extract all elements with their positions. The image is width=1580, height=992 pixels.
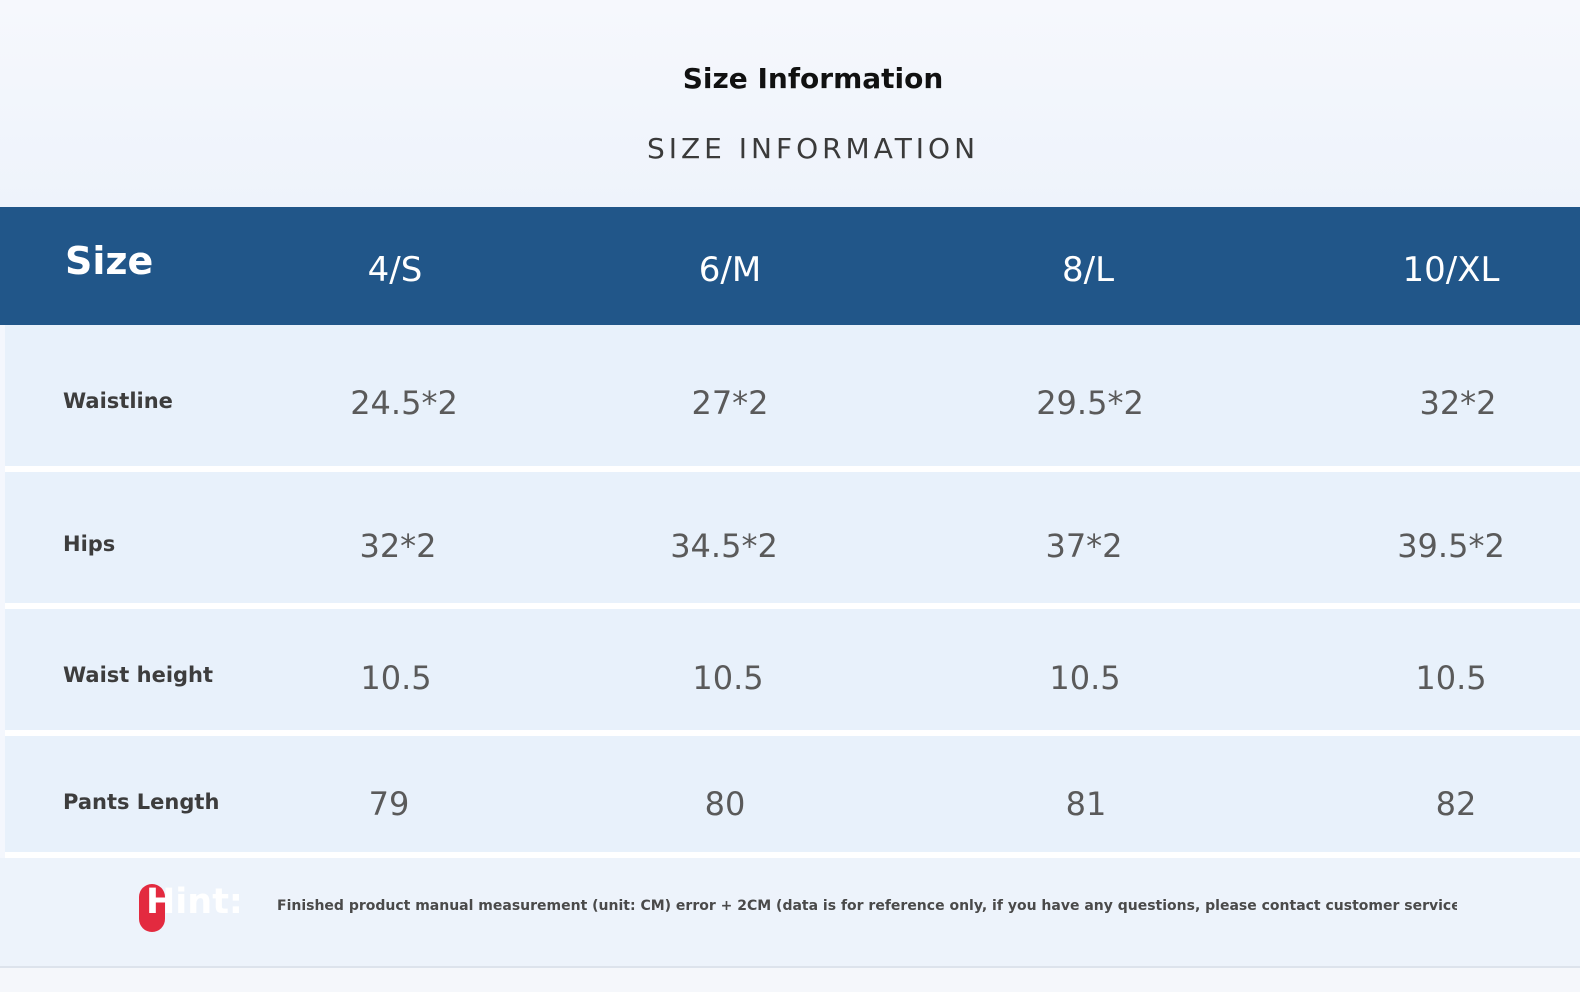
row-divider xyxy=(5,730,1580,736)
table-cell: 82 xyxy=(1435,785,1477,823)
table-row xyxy=(5,325,1580,466)
row-label-pants-length: Pants Length xyxy=(63,790,220,814)
table-row xyxy=(5,736,1580,852)
row-label-hips: Hips xyxy=(63,532,116,556)
table-cell: 10.5 xyxy=(692,659,764,697)
table-cell: 37*2 xyxy=(1045,527,1123,565)
table-cell: 80 xyxy=(704,785,746,823)
table-cell: 10.5 xyxy=(1049,659,1121,697)
table-cell: 24.5*2 xyxy=(350,384,458,422)
row-label-waistline: Waistline xyxy=(63,389,173,413)
header-label: Size xyxy=(65,239,154,283)
table-cell: 32*2 xyxy=(359,527,437,565)
table-cell: 34.5*2 xyxy=(670,527,778,565)
hint-text: Finished product manual measurement (uni… xyxy=(277,898,1457,914)
table-cell: 27*2 xyxy=(691,384,769,422)
row-label-waist-height: Waist height xyxy=(63,663,214,687)
row-divider xyxy=(5,603,1580,609)
row-divider xyxy=(5,852,1580,858)
hint-badge-icon xyxy=(139,884,165,932)
size-header-10xl: 10/XL xyxy=(1402,250,1500,290)
page-title: Size Information xyxy=(682,62,944,95)
page-subtitle: SIZE INFORMATION xyxy=(646,132,980,165)
size-header-4s: 4/S xyxy=(367,250,423,290)
size-header-8l: 8/L xyxy=(1061,250,1115,290)
table-cell: 39.5*2 xyxy=(1397,527,1505,565)
table-cell: 10.5 xyxy=(360,659,432,697)
size-header-6m: 6/M xyxy=(698,250,762,290)
table-header-row xyxy=(0,207,1580,325)
row-divider xyxy=(5,466,1580,472)
table-row xyxy=(5,609,1580,730)
table-cell: 10.5 xyxy=(1415,659,1487,697)
hint-section xyxy=(0,858,1580,968)
table-cell: 79 xyxy=(368,785,410,823)
table-row xyxy=(5,472,1580,603)
bottom-edge xyxy=(0,966,1580,992)
table-cell: 29.5*2 xyxy=(1036,384,1144,422)
table-cell: 81 xyxy=(1065,785,1107,823)
table-cell: 32*2 xyxy=(1419,384,1497,422)
hint-label: Hint: xyxy=(146,882,243,922)
page-header xyxy=(0,0,1580,207)
